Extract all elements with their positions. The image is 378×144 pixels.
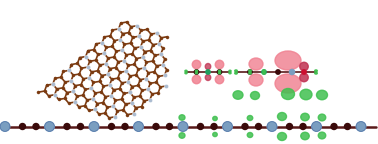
Ellipse shape bbox=[215, 75, 224, 84]
Ellipse shape bbox=[213, 132, 217, 137]
Ellipse shape bbox=[235, 70, 237, 72]
Ellipse shape bbox=[277, 112, 287, 121]
Circle shape bbox=[211, 124, 217, 129]
Circle shape bbox=[276, 70, 280, 74]
Circle shape bbox=[166, 124, 172, 129]
Circle shape bbox=[287, 124, 293, 129]
Ellipse shape bbox=[195, 70, 198, 72]
Ellipse shape bbox=[318, 114, 326, 121]
Ellipse shape bbox=[249, 58, 263, 70]
Ellipse shape bbox=[218, 72, 221, 74]
Circle shape bbox=[302, 70, 306, 74]
Circle shape bbox=[197, 124, 203, 129]
Ellipse shape bbox=[233, 91, 243, 99]
Circle shape bbox=[194, 70, 199, 74]
Circle shape bbox=[206, 70, 210, 74]
Circle shape bbox=[356, 122, 366, 131]
Ellipse shape bbox=[300, 62, 308, 71]
Ellipse shape bbox=[316, 90, 327, 100]
Ellipse shape bbox=[263, 70, 265, 72]
Circle shape bbox=[267, 122, 277, 131]
Ellipse shape bbox=[192, 75, 201, 84]
Ellipse shape bbox=[229, 72, 231, 74]
Ellipse shape bbox=[251, 91, 260, 100]
Ellipse shape bbox=[218, 70, 221, 72]
Circle shape bbox=[300, 124, 306, 129]
Circle shape bbox=[242, 124, 248, 129]
Circle shape bbox=[64, 124, 70, 129]
Ellipse shape bbox=[300, 89, 312, 100]
Ellipse shape bbox=[213, 116, 217, 121]
Ellipse shape bbox=[282, 89, 294, 100]
Ellipse shape bbox=[301, 132, 309, 140]
Ellipse shape bbox=[301, 113, 309, 121]
Ellipse shape bbox=[318, 132, 326, 139]
Ellipse shape bbox=[277, 132, 287, 141]
Ellipse shape bbox=[235, 72, 237, 74]
Ellipse shape bbox=[205, 64, 211, 70]
Circle shape bbox=[89, 122, 99, 131]
Circle shape bbox=[248, 70, 252, 74]
Circle shape bbox=[217, 70, 222, 74]
Circle shape bbox=[178, 122, 188, 131]
Circle shape bbox=[153, 124, 159, 129]
Circle shape bbox=[20, 124, 25, 129]
Circle shape bbox=[0, 122, 10, 131]
Circle shape bbox=[134, 122, 143, 131]
Circle shape bbox=[256, 124, 262, 129]
Ellipse shape bbox=[185, 70, 187, 72]
Ellipse shape bbox=[249, 72, 251, 74]
Circle shape bbox=[223, 122, 232, 131]
Circle shape bbox=[45, 122, 54, 131]
Ellipse shape bbox=[229, 70, 231, 72]
Circle shape bbox=[77, 124, 84, 129]
Ellipse shape bbox=[263, 72, 265, 74]
Ellipse shape bbox=[195, 72, 198, 74]
Ellipse shape bbox=[192, 60, 201, 69]
Ellipse shape bbox=[179, 133, 185, 138]
Ellipse shape bbox=[247, 132, 253, 138]
Ellipse shape bbox=[275, 74, 301, 93]
Circle shape bbox=[108, 124, 115, 129]
Circle shape bbox=[344, 124, 350, 129]
Circle shape bbox=[290, 69, 294, 75]
Ellipse shape bbox=[185, 72, 187, 74]
Ellipse shape bbox=[249, 74, 263, 86]
Ellipse shape bbox=[179, 115, 185, 120]
Circle shape bbox=[312, 122, 321, 131]
Ellipse shape bbox=[300, 73, 308, 82]
Circle shape bbox=[331, 124, 337, 129]
Ellipse shape bbox=[315, 72, 317, 74]
Circle shape bbox=[122, 124, 128, 129]
Circle shape bbox=[33, 124, 39, 129]
Ellipse shape bbox=[315, 70, 317, 72]
Ellipse shape bbox=[205, 74, 211, 80]
Ellipse shape bbox=[215, 60, 224, 69]
Ellipse shape bbox=[275, 51, 301, 70]
Ellipse shape bbox=[249, 70, 251, 72]
Circle shape bbox=[262, 70, 266, 74]
Ellipse shape bbox=[247, 115, 253, 121]
